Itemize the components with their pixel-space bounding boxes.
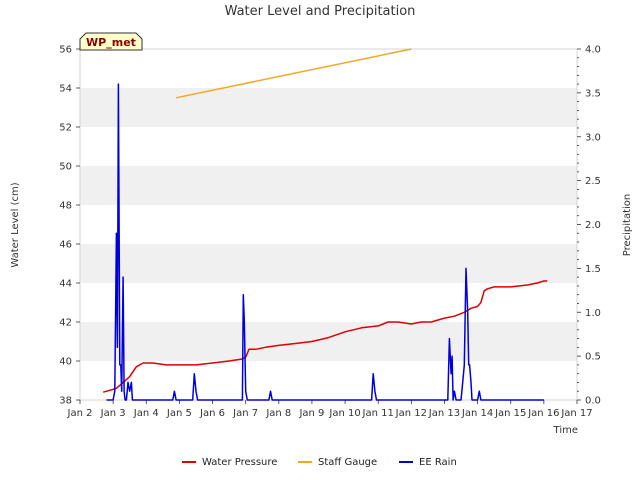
- legend-item-water-pressure: Water Pressure: [182, 457, 277, 468]
- left-tick-label: 46: [59, 240, 72, 251]
- left-tick-label: 50: [59, 162, 72, 173]
- right-tick-label: 3.5: [585, 88, 601, 99]
- right-axis-ticks: 0.0 0.5 1.0 1.5 2.0 2.5 3.0 3.5 4.0: [577, 45, 601, 407]
- left-tick-label: 56: [59, 45, 72, 56]
- right-tick-label: 1.5: [585, 264, 601, 275]
- x-tick-label: Jan 5: [166, 408, 192, 419]
- left-tick-label: 48: [59, 201, 72, 212]
- legend-item-staff-gauge: Staff Gauge: [298, 457, 377, 468]
- right-tick-label: 0.5: [585, 352, 601, 363]
- x-tick-label: Jan 7: [232, 408, 258, 419]
- water-pressure-line: [102, 280, 548, 393]
- left-tick-label: 40: [59, 357, 72, 368]
- x-tick-label: Jan 15: [494, 408, 526, 419]
- x-axis-ticks: Jan 2 Jan 3 Jan 4 Jan 5 Jan 6 Jan 7 Jan 8 Jan 9…: [67, 400, 593, 419]
- left-tick-label: 52: [59, 123, 72, 134]
- x-tick-label: Jan 8: [265, 408, 291, 419]
- y-axis-left-title: Water Level (cm): [10, 182, 21, 267]
- y-axis-right-title: Precipitation: [622, 194, 633, 257]
- x-tick-label: Jan 3: [100, 408, 126, 419]
- wp-met-badge: WP_met: [79, 32, 143, 51]
- legend: Water Pressure Staff Gauge EE Rain: [182, 457, 457, 468]
- badge-label: WP_met: [86, 36, 136, 49]
- legend-item-ee-rain: EE Rain: [399, 457, 457, 468]
- left-tick-label: 42: [59, 318, 72, 329]
- left-tick-label: 38: [59, 396, 72, 407]
- x-tick-label: Jan 9: [298, 408, 324, 419]
- x-tick-label: Jan 14: [461, 408, 493, 419]
- x-tick-label: Jan 13: [428, 408, 460, 419]
- grid-band: [80, 166, 577, 205]
- x-tick-label: Jan 16: [527, 408, 559, 419]
- x-tick-label: Jan 4: [133, 408, 159, 419]
- right-tick-label: 0.0: [585, 396, 601, 407]
- staff-gauge-line: [175, 48, 412, 99]
- right-tick-label: 2.0: [585, 220, 601, 231]
- x-tick-label: Jan 12: [395, 408, 427, 419]
- left-tick-label: 54: [59, 84, 72, 95]
- series-layer: [102, 48, 548, 401]
- legend-label: Water Pressure: [202, 457, 277, 468]
- right-tick-label: 2.5: [585, 176, 601, 187]
- grid-band: [80, 244, 577, 283]
- grid-band: [80, 88, 577, 127]
- legend-label: EE Rain: [419, 457, 457, 468]
- x-tick-label: Jan 2: [67, 408, 93, 419]
- chart-title: Water Level and Precipitation: [225, 4, 416, 19]
- x-tick-label: Jan 11: [362, 408, 394, 419]
- badge-shape: [79, 32, 143, 51]
- right-tick-label: 4.0: [585, 45, 601, 56]
- grid-band: [80, 322, 577, 361]
- x-tick-label: Jan 6: [199, 408, 225, 419]
- x-tick-label: Jan 10: [328, 408, 360, 419]
- x-tick-label: Jan 17: [560, 408, 592, 419]
- left-tick-label: 44: [59, 279, 72, 290]
- x-axis-title: Time: [553, 425, 578, 436]
- left-axis-ticks: 38 40 42 44 46 48 50 52 54 56: [59, 45, 80, 407]
- ee-rain-line: [106, 83, 544, 401]
- right-tick-label: 1.0: [585, 308, 601, 319]
- legend-label: Staff Gauge: [318, 457, 377, 468]
- right-tick-label: 3.0: [585, 132, 601, 143]
- grid-bands: [80, 88, 577, 361]
